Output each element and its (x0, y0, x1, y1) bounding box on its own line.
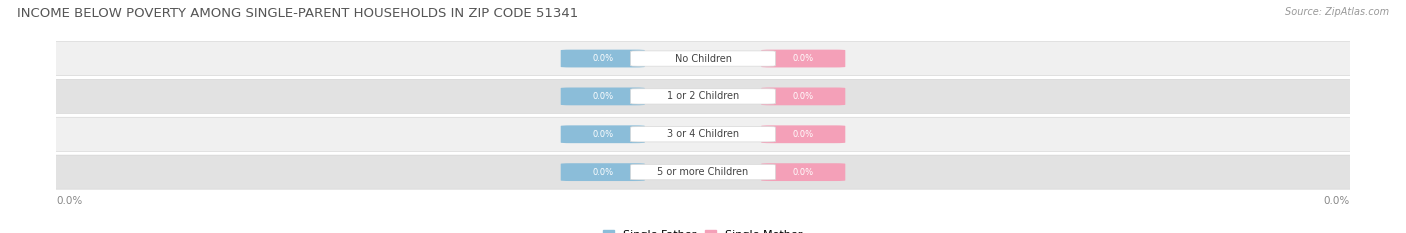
FancyBboxPatch shape (630, 164, 776, 180)
Text: 0.0%: 0.0% (793, 168, 814, 177)
Text: 3 or 4 Children: 3 or 4 Children (666, 129, 740, 139)
FancyBboxPatch shape (630, 89, 776, 104)
Text: 0.0%: 0.0% (592, 130, 613, 139)
FancyBboxPatch shape (630, 127, 776, 142)
FancyBboxPatch shape (761, 50, 845, 67)
FancyBboxPatch shape (31, 41, 1375, 75)
FancyBboxPatch shape (630, 51, 776, 66)
Text: 1 or 2 Children: 1 or 2 Children (666, 91, 740, 101)
FancyBboxPatch shape (561, 50, 645, 67)
Text: 0.0%: 0.0% (1323, 196, 1350, 206)
Text: 0.0%: 0.0% (592, 54, 613, 63)
Text: 0.0%: 0.0% (592, 168, 613, 177)
FancyBboxPatch shape (31, 117, 1375, 151)
Text: INCOME BELOW POVERTY AMONG SINGLE-PARENT HOUSEHOLDS IN ZIP CODE 51341: INCOME BELOW POVERTY AMONG SINGLE-PARENT… (17, 7, 578, 20)
FancyBboxPatch shape (31, 79, 1375, 113)
Text: 0.0%: 0.0% (793, 130, 814, 139)
Text: 0.0%: 0.0% (793, 92, 814, 101)
Text: No Children: No Children (675, 54, 731, 64)
Legend: Single Father, Single Mother: Single Father, Single Mother (603, 230, 803, 233)
FancyBboxPatch shape (561, 88, 645, 105)
FancyBboxPatch shape (761, 88, 845, 105)
Text: 5 or more Children: 5 or more Children (658, 167, 748, 177)
Text: 0.0%: 0.0% (56, 196, 83, 206)
FancyBboxPatch shape (561, 163, 645, 181)
FancyBboxPatch shape (31, 155, 1375, 189)
FancyBboxPatch shape (761, 125, 845, 143)
FancyBboxPatch shape (561, 125, 645, 143)
Text: 0.0%: 0.0% (592, 92, 613, 101)
Text: Source: ZipAtlas.com: Source: ZipAtlas.com (1285, 7, 1389, 17)
Text: 0.0%: 0.0% (793, 54, 814, 63)
FancyBboxPatch shape (761, 163, 845, 181)
